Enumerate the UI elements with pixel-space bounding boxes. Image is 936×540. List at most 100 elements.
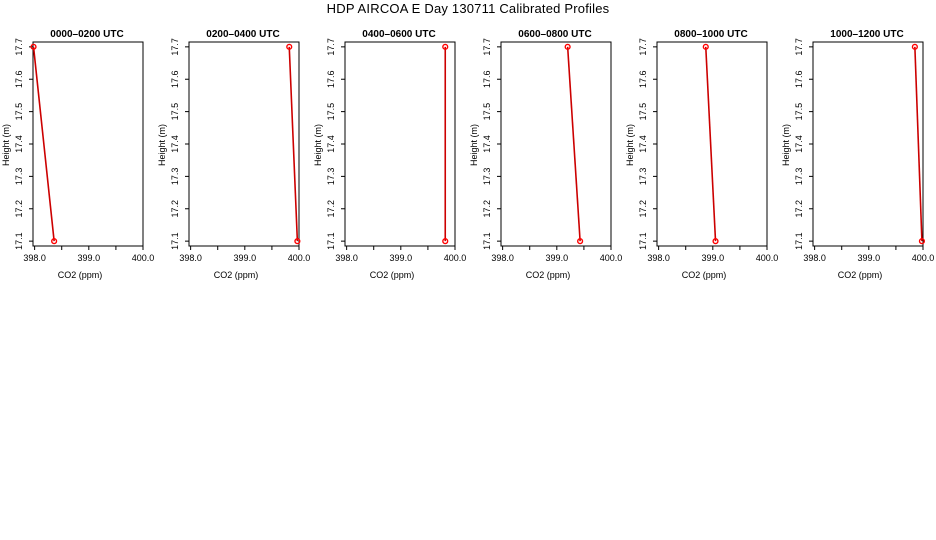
chart-title: 0600–0800 UTC xyxy=(518,29,591,40)
chart-title: 0800–1000 UTC xyxy=(674,29,747,40)
x-tick-label: 398.0 xyxy=(647,253,670,263)
profile-chart: 0400–0600 UTC 398.0 399.0 400.0 17.1 17.2 17.3… xyxy=(313,29,466,280)
y-tick-label: 17.1 xyxy=(794,232,804,250)
y-tick-label: 17.1 xyxy=(326,232,336,250)
x-tick-label: 399.0 xyxy=(546,253,569,263)
profile-line xyxy=(288,46,299,242)
y-axis-label: Height (m) xyxy=(313,124,323,166)
x-tick-label: 400.0 xyxy=(912,253,935,263)
x-tick-label: 399.0 xyxy=(858,253,881,263)
profile-chart: 0200–0400 UTC 398.0 399.0 400.0 17.1 17.2 17.3… xyxy=(157,29,310,280)
profile-line xyxy=(32,46,55,242)
x-tick-label: 398.0 xyxy=(179,253,202,263)
x-axis-label: CO2 (ppm) xyxy=(838,270,883,280)
data-point xyxy=(442,238,449,245)
y-tick-label: 17.7 xyxy=(638,38,648,56)
data-point xyxy=(918,238,926,245)
y-tick-label: 17.1 xyxy=(482,232,492,250)
chart-title: 1000–1200 UTC xyxy=(830,29,903,40)
page-title: HDP AIRCOA E Day 130711 Calibrated Profi… xyxy=(326,1,610,16)
chart-title: 0200–0400 UTC xyxy=(206,29,279,40)
profile-chart: 0600–0800 UTC 398.0 399.0 400.0 17.1 17.2 17.3… xyxy=(469,29,622,280)
y-tick-label: 17.1 xyxy=(638,232,648,250)
y-tick-label: 17.4 xyxy=(326,135,336,153)
data-point xyxy=(442,43,449,50)
y-tick-label: 17.7 xyxy=(794,38,804,56)
plot-frame xyxy=(812,41,924,247)
y-tick-label: 17.6 xyxy=(170,70,180,88)
y-axis-label: Height (m) xyxy=(625,124,635,166)
y-tick-label: 17.3 xyxy=(14,168,24,186)
y-tick-label: 17.6 xyxy=(638,70,648,88)
x-axis-label: CO2 (ppm) xyxy=(58,270,103,280)
y-tick-label: 17.7 xyxy=(170,38,180,56)
profile-line xyxy=(914,46,923,242)
data-point xyxy=(712,238,719,245)
y-tick-label: 17.5 xyxy=(14,103,24,121)
x-axis-label: CO2 (ppm) xyxy=(370,270,415,280)
y-tick-label: 17.5 xyxy=(794,103,804,121)
data-point xyxy=(702,43,709,50)
x-tick-label: 398.0 xyxy=(491,253,514,263)
x-tick-label: 399.0 xyxy=(390,253,413,263)
y-tick-label: 17.5 xyxy=(482,103,492,121)
y-tick-label: 17.4 xyxy=(170,135,180,153)
y-axis-label: Height (m) xyxy=(469,124,479,166)
data-point xyxy=(564,43,571,50)
y-tick-label: 17.2 xyxy=(14,200,24,218)
plot-frame xyxy=(500,41,612,247)
x-axis-label: CO2 (ppm) xyxy=(682,270,727,280)
y-tick-label: 17.4 xyxy=(482,135,492,153)
y-tick-label: 17.6 xyxy=(482,70,492,88)
plot-frame xyxy=(344,41,456,247)
data-point xyxy=(51,238,58,245)
x-axis-label: CO2 (ppm) xyxy=(526,270,571,280)
profile-chart: 0800–1000 UTC 398.0 399.0 400.0 17.1 17.2 17.3… xyxy=(625,29,778,280)
plot-frame xyxy=(188,41,300,247)
y-tick-label: 17.5 xyxy=(638,103,648,121)
data-point xyxy=(294,238,301,245)
y-tick-label: 17.1 xyxy=(14,232,24,250)
y-tick-label: 17.7 xyxy=(14,38,24,56)
y-tick-label: 17.3 xyxy=(794,168,804,186)
x-tick-label: 399.0 xyxy=(234,253,257,263)
profile-line xyxy=(704,46,717,242)
y-axis-label: Height (m) xyxy=(1,124,11,166)
y-tick-label: 17.6 xyxy=(14,70,24,88)
plot-frame xyxy=(32,41,144,247)
profile-chart: 0000–0200 UTC 398.0 399.0 400.0 17.1 17.2 17.3… xyxy=(1,29,154,280)
y-tick-label: 17.3 xyxy=(482,168,492,186)
profile-line xyxy=(566,46,581,242)
y-tick-label: 17.7 xyxy=(326,38,336,56)
y-tick-label: 17.4 xyxy=(638,135,648,153)
y-tick-label: 17.2 xyxy=(326,200,336,218)
x-tick-label: 398.0 xyxy=(23,253,46,263)
y-axis-label: Height (m) xyxy=(157,124,167,166)
x-tick-label: 400.0 xyxy=(756,253,779,263)
data-point xyxy=(911,43,918,50)
plot-frame xyxy=(656,41,768,247)
x-tick-label: 400.0 xyxy=(600,253,623,263)
x-tick-label: 398.0 xyxy=(335,253,358,263)
data-point xyxy=(286,43,293,50)
y-tick-label: 17.3 xyxy=(326,168,336,186)
y-tick-label: 17.1 xyxy=(170,232,180,250)
data-point xyxy=(577,238,584,245)
y-tick-label: 17.3 xyxy=(170,168,180,186)
x-tick-label: 400.0 xyxy=(132,253,155,263)
y-tick-label: 17.5 xyxy=(170,103,180,121)
profile-chart: 1000–1200 UTC 398.0 399.0 400.0 17.1 17.2 17.3… xyxy=(781,29,934,280)
chart-title: 0000–0200 UTC xyxy=(50,29,123,40)
x-axis-label: CO2 (ppm) xyxy=(214,270,259,280)
x-tick-label: 400.0 xyxy=(444,253,467,263)
y-tick-label: 17.6 xyxy=(326,70,336,88)
y-tick-label: 17.3 xyxy=(638,168,648,186)
y-tick-label: 17.2 xyxy=(794,200,804,218)
x-tick-label: 399.0 xyxy=(78,253,101,263)
y-tick-label: 17.4 xyxy=(14,135,24,153)
y-tick-label: 17.2 xyxy=(482,200,492,218)
y-axis-label: Height (m) xyxy=(781,124,791,166)
chart-title: 0400–0600 UTC xyxy=(362,29,435,40)
data-point xyxy=(30,43,37,50)
